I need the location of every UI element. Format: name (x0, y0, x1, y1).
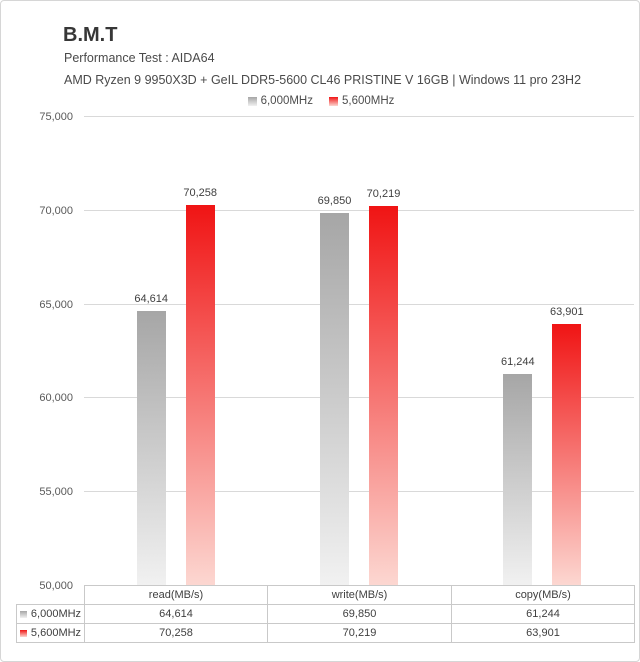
table-corner-cell (17, 586, 85, 605)
table-cell: 70,219 (267, 623, 452, 643)
gridline (84, 209, 634, 211)
legend-marker-icon (329, 96, 338, 106)
table-row-label: 5,600MHz (16, 623, 85, 643)
gridline (84, 116, 634, 117)
table-legend-key-icon (19, 629, 27, 637)
y-axis-tick-label: 70,000 (39, 204, 73, 217)
bar-value-label: 63,901 (550, 306, 584, 319)
table-legend-key-icon (19, 610, 27, 618)
bar-value-label: 70,219 (366, 187, 401, 200)
gridline (84, 397, 634, 399)
legend-marker-icon (247, 96, 257, 106)
data-table: read(MB/s) write(MB/s) copy(MB/s) 6,000MHz 6… (16, 585, 635, 643)
chart-title: B.M.T (63, 24, 118, 46)
bar-value-label: 70,258 (183, 186, 217, 199)
chart-subtitle-test: Performance Test : AIDA64 (64, 51, 215, 65)
table-row: 6,000MHz 64,614 69,850 61,244 (16, 604, 635, 624)
legend-item: 6,000MHz (247, 95, 313, 107)
chart-subtitle-system: AMD Ryzen 9 9950X3D + GeIL DDR5-5600 CL4… (64, 73, 582, 87)
y-axis-tick-label: 60,000 (39, 392, 73, 405)
table-col-header: read(MB/s) (84, 585, 268, 605)
bar-5600mhz-read (185, 204, 215, 585)
table-col-header: copy(MB/s) (451, 585, 635, 605)
table-cell: 63,901 (451, 623, 635, 643)
table-cell: 70,258 (84, 623, 268, 643)
table-row-label: 6,000MHz (16, 604, 85, 624)
bar-6000mhz-read (136, 310, 166, 585)
gridline (84, 303, 634, 305)
table-col-header: write(MB/s) (267, 585, 452, 605)
y-axis-tick-label: 75,000 (39, 111, 73, 123)
legend-item: 5,600MHz (329, 95, 394, 107)
bar-value-label: 64,614 (134, 292, 168, 305)
y-axis-tick-label: 55,000 (39, 486, 73, 499)
bar-6000mhz-copy (503, 374, 533, 585)
y-axis-tick-label: 65,000 (39, 298, 73, 311)
table-cell: 69,850 (267, 604, 452, 624)
bar-5600mhz-write (369, 205, 398, 585)
legend: 6,000MHz 5,600MHz (1, 93, 639, 109)
table-cell: 64,614 (84, 604, 268, 624)
legend-label: 6,000MHz (260, 95, 313, 107)
gridline (84, 491, 634, 493)
legend-label: 5,600MHz (342, 95, 395, 107)
bar-value-label: 61,244 (501, 356, 535, 369)
bar-5600mhz-copy (552, 324, 582, 585)
bar-value-label: 69,850 (317, 194, 352, 207)
bar-6000mhz-write (320, 212, 349, 585)
y-axis-tick-label: 50,000 (39, 580, 73, 592)
table-row-label-text: 5,600MHz (30, 627, 82, 639)
table-row-label-text: 6,000MHz (30, 608, 82, 620)
table-cell: 61,244 (451, 604, 635, 624)
table-row: 5,600MHz 70,258 70,219 63,901 (16, 623, 635, 643)
